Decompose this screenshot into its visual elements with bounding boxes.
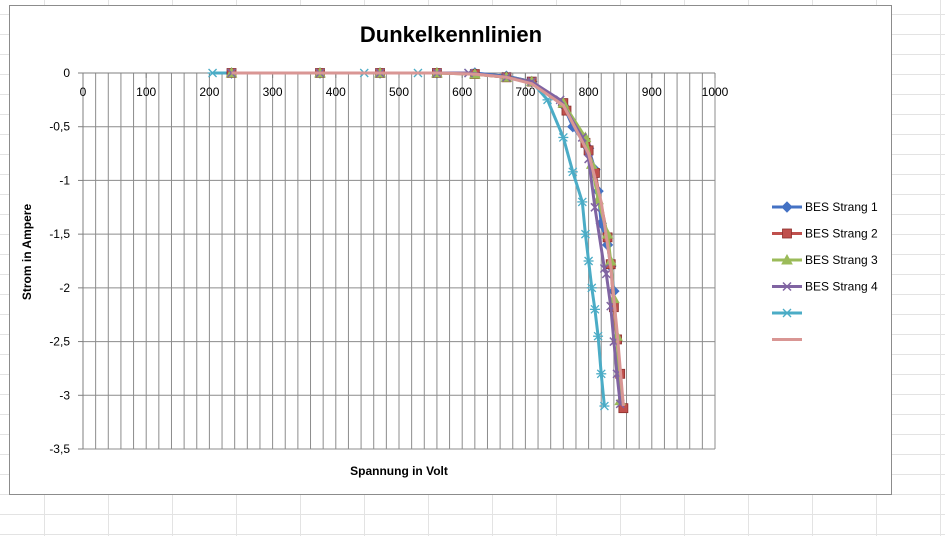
x-tick-label: 700 xyxy=(515,85,535,99)
data-point xyxy=(558,132,569,142)
x-tick-label: 200 xyxy=(199,85,219,99)
data-point xyxy=(781,253,793,265)
y-tick-label: -0,5 xyxy=(49,120,70,134)
x-tick-label: 900 xyxy=(642,85,662,99)
data-point xyxy=(586,283,597,293)
legend-item-5[interactable] xyxy=(772,308,802,318)
y-tick-label: -3 xyxy=(59,388,70,402)
legend-item-3[interactable]: BES Strang 3 xyxy=(772,253,878,267)
x-tick-label: 100 xyxy=(136,85,156,99)
x-tick-label: 800 xyxy=(579,85,599,99)
x-tick-label: 500 xyxy=(389,85,409,99)
data-point xyxy=(599,263,609,274)
series-line xyxy=(231,71,622,405)
legend-label: BES Strang 3 xyxy=(805,253,878,267)
series-6 xyxy=(231,71,625,407)
series-5 xyxy=(207,68,610,411)
series-line xyxy=(231,71,616,292)
data-point xyxy=(583,256,594,266)
y-tick-label: -3,5 xyxy=(49,442,70,456)
x-tick-label: 0 xyxy=(80,85,87,99)
series-line xyxy=(231,71,622,401)
data-point-stroke xyxy=(782,281,792,292)
y-tick-label: -1,5 xyxy=(49,227,70,241)
data-point xyxy=(590,202,600,212)
series-3 xyxy=(225,66,627,406)
legend-label: BES Strang 2 xyxy=(805,227,878,241)
y-tick-label: -2,5 xyxy=(49,335,70,349)
y-tick-label: -1 xyxy=(59,173,70,187)
data-point xyxy=(599,401,610,411)
data-point xyxy=(589,304,600,314)
data-point xyxy=(781,201,793,213)
chart-title: Dunkelkennlinien xyxy=(360,22,542,47)
legend-label: BES Strang 4 xyxy=(805,280,878,294)
axes: 0 100 200 300 400 500 600 700 800 900 1000 0 -0,5 -1 -… xyxy=(49,66,728,456)
gridlines xyxy=(82,72,716,450)
data-point-stroke xyxy=(599,263,609,274)
y-axis-title: Strom in Ampere xyxy=(20,204,34,301)
series-line xyxy=(231,71,625,407)
x-axis-title: Spannung in Volt xyxy=(350,464,448,478)
series-2 xyxy=(226,68,629,414)
legend-item-2[interactable]: BES Strang 2 xyxy=(772,227,878,241)
data-point-stroke xyxy=(577,132,587,142)
x-tick-label: 300 xyxy=(263,85,283,99)
y-tick-label: -2 xyxy=(59,281,70,295)
data-point xyxy=(577,197,588,207)
y-tick-label: 0 xyxy=(63,66,70,80)
series-line xyxy=(231,71,625,409)
data-point-stroke xyxy=(590,202,600,212)
data-point xyxy=(782,228,792,239)
data-point xyxy=(593,331,604,341)
data-point xyxy=(782,308,792,318)
data-point xyxy=(207,68,218,78)
series-layer xyxy=(207,66,629,414)
chart-frame[interactable] xyxy=(9,5,892,495)
series-4 xyxy=(226,68,625,409)
data-point xyxy=(596,369,607,379)
x-tick-label: 400 xyxy=(326,85,346,99)
data-point xyxy=(601,269,611,279)
data-point xyxy=(782,281,792,292)
legend-item-4[interactable]: BES Strang 4 xyxy=(772,280,878,294)
data-point-stroke xyxy=(601,269,611,279)
x-tick-label: 600 xyxy=(452,85,472,99)
data-point xyxy=(567,167,578,177)
legend[interactable]: BES Strang 1 BES Strang 2 BES Strang 3 BES … xyxy=(772,200,878,341)
data-point xyxy=(580,229,591,239)
x-tick-label: 1000 xyxy=(702,85,729,99)
legend-label: BES Strang 1 xyxy=(805,200,878,214)
legend-item-1[interactable]: BES Strang 1 xyxy=(772,200,878,214)
series-line xyxy=(212,71,606,407)
